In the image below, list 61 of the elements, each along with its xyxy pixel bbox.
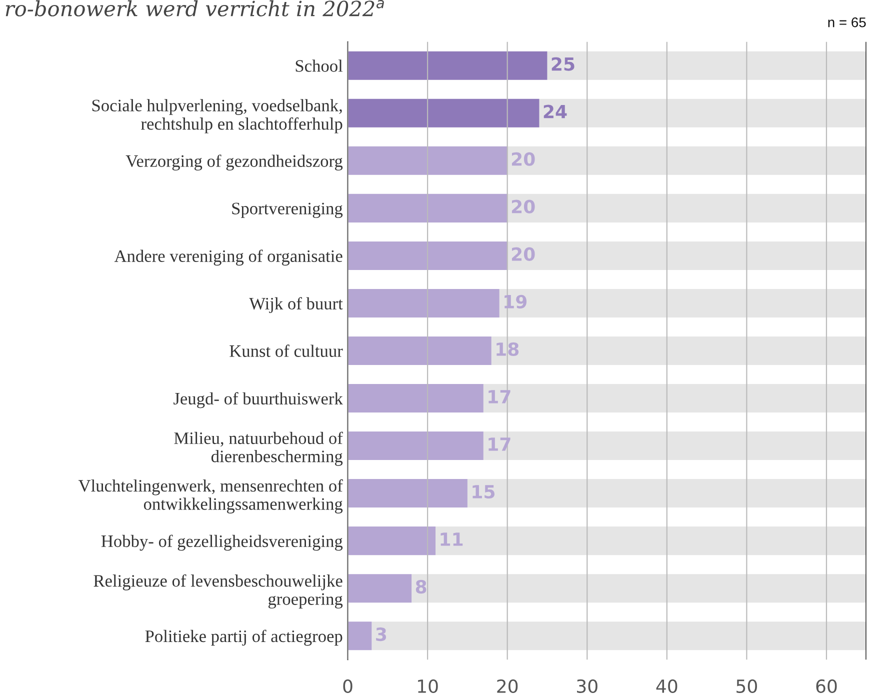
data-label: 20 [512,200,535,214]
bar [348,574,412,603]
y-tick-label: Kunst of cultuur [230,344,343,357]
y-tick-label: School [296,60,343,72]
y-tick-label: Milieu, natuurbehoud of dierenbescherming [174,432,343,466]
y-tick-label: Wijk of buurt [249,297,343,314]
bar [348,51,548,80]
x-tick-label: 40 [656,679,678,694]
bar [372,622,866,650]
bar [547,51,866,80]
data-label: 8 [416,580,426,594]
chart-title: ro-bonowerk werd verricht in 2022$^{a}$ [6,0,384,16]
data-label: 19 [504,294,527,308]
bar [348,432,484,460]
data-label: 3 [376,627,386,642]
bar [483,432,866,460]
bar [483,384,866,413]
x-tick-label: 50 [736,679,757,694]
y-tick-label: Hobby- of gezelligheidsvereniging [101,534,343,551]
bar [348,622,372,650]
x-tick-label: 60 [816,679,837,694]
data-label: 24 [544,104,567,118]
bar [507,194,866,222]
bar [348,384,484,413]
bar [348,241,508,270]
bar [348,288,500,318]
y-tick-label: Sociale hulpverlening, voedselbank, rechtshulp en slachtofferhulp [92,99,342,134]
y-tick-label: Religieuze of levensbeschouwelijke groepering [94,574,343,609]
x-tick-label: 10 [418,679,438,694]
bar [507,241,866,270]
bar [467,479,866,508]
data-label: 15 [472,485,495,499]
y-tick-label: Verzorging of gezondheidszorg [126,154,343,171]
x-tick-label: 0 [343,679,352,694]
bar [412,574,866,603]
y-tick-label: Politieke partij of actiegroep [145,630,342,646]
bar [436,526,866,556]
x-tick-label: 30 [577,679,598,694]
bar [499,288,866,318]
data-label: 25 [552,57,574,71]
data-label: 20 [512,152,535,166]
bar [348,194,508,222]
data-label: 20 [512,247,535,261]
y-tick-label: Sportvereniging [232,202,343,218]
bar [507,146,866,175]
bar [348,98,540,128]
data-label: 17 [488,438,510,451]
bar [348,526,436,556]
y-tick-label: Vluchtelingenwerk, mensenrechten of ontwikkelingssamenwerking [78,479,343,514]
bar [348,146,508,175]
bar [491,336,866,365]
ref-line-label: n = 65 [828,17,866,28]
data-label: 17 [488,390,510,404]
y-tick-label: Jeugd- of buurthuiswerk [174,392,343,408]
bar [348,479,468,508]
y-tick-label: Andere vereniging of organisatie [114,250,342,266]
data-label: 11 [440,532,463,546]
bar [539,98,866,128]
bar [348,336,492,365]
data-label: 18 [496,342,519,356]
x-tick-label: 20 [497,679,518,694]
